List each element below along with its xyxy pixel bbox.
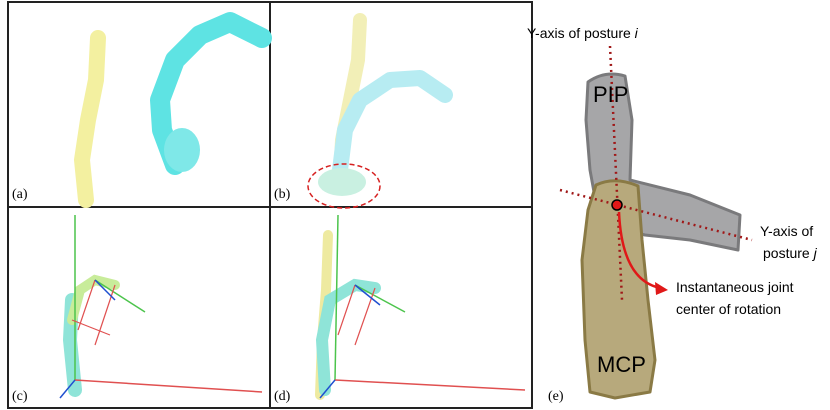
joint-center [612, 200, 622, 210]
axis-j-text: posture [763, 245, 814, 261]
axis-j-line1: Y-axis of [760, 223, 813, 239]
center-line1: Instantaneous joint [676, 279, 794, 295]
axis-j-line2: posture j [763, 245, 818, 261]
axis-i-var: i [635, 25, 639, 41]
panel-a-finger [82, 22, 262, 200]
panel-label: (c) [12, 389, 28, 404]
panel-label: (d) [274, 389, 291, 404]
arrow-head [655, 282, 668, 295]
pip-label: PIP [593, 82, 628, 107]
panel-label: (b) [274, 187, 291, 202]
axis-i-label: Y-axis of posture i [527, 25, 639, 41]
figure: (a) (b) (c) (d) Y-axis [0, 0, 830, 410]
mcp-label: MCP [597, 352, 646, 377]
axis-i-text: Y-axis of posture [527, 25, 635, 41]
center-line2: center of rotation [676, 301, 781, 317]
panel-label: (a) [12, 187, 28, 202]
panel-c-axes [60, 215, 262, 398]
panel-label: (e) [548, 389, 564, 404]
panel-b-finger [318, 20, 445, 196]
panel-d-axes [320, 215, 525, 398]
